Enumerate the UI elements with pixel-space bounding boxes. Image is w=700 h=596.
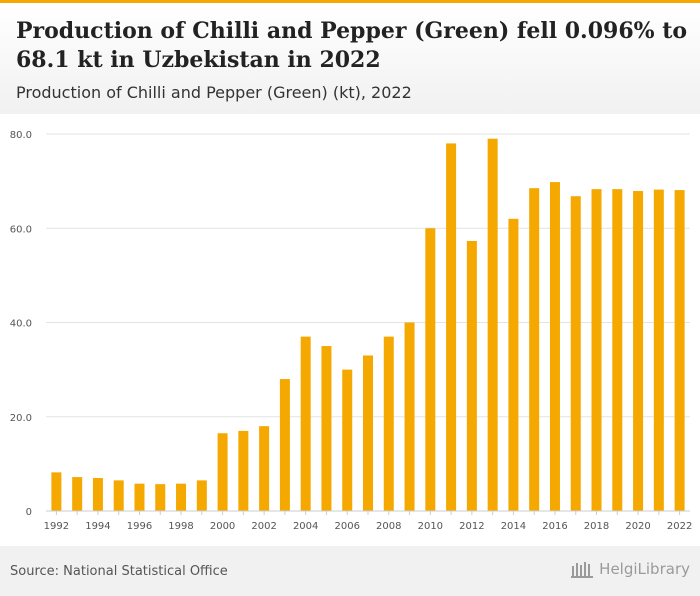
bar: [529, 188, 540, 511]
y-tick-label: 0: [26, 507, 32, 518]
y-tick-label: 80.0: [10, 130, 32, 141]
x-tick-label: 1998: [168, 521, 193, 532]
bar: [51, 472, 62, 511]
source-note: Source: National Statistical Office: [10, 564, 228, 579]
bar: [446, 143, 457, 512]
x-tick-label: 2018: [584, 521, 609, 532]
x-tick-label: 1994: [85, 521, 110, 532]
bar: [134, 483, 145, 511]
bar: [425, 228, 436, 511]
chart-area: 0 20.0 40.0 60.0 80.0 1992 1994 1996 1998 2000 200…: [0, 114, 700, 546]
bar: [653, 189, 664, 512]
bar: [259, 426, 270, 511]
y-tick-label: 20.0: [10, 413, 32, 424]
x-tick-label: 2022: [667, 521, 692, 532]
x-tick-label: 2008: [376, 521, 401, 532]
bar: [342, 369, 353, 511]
x-tick-label: 2004: [293, 521, 318, 532]
bar: [279, 379, 290, 511]
chart-header: Production of Chilli and Pepper (Green) …: [0, 3, 700, 114]
bar: [217, 433, 228, 511]
bar: [72, 477, 83, 511]
bar: [404, 322, 415, 511]
bar: [300, 336, 311, 511]
x-tick-label: 2010: [418, 521, 443, 532]
bar: [549, 182, 560, 511]
bar: [92, 478, 103, 511]
bar: [238, 430, 249, 511]
library-icon: [571, 562, 594, 578]
bar: [570, 196, 581, 511]
bar: [383, 336, 394, 511]
brand-name: HelgiLibrary: [599, 560, 690, 578]
bar-chart: 0 20.0 40.0 60.0 80.0 1992 1994 1996 1998 2000 200…: [10, 130, 693, 532]
x-tick-label: 2016: [542, 521, 567, 532]
x-tick-label: 2012: [459, 521, 484, 532]
y-tick-label: 40.0: [10, 319, 32, 330]
bar: [196, 480, 207, 511]
chart-footer: Source: National Statistical Office Helg…: [0, 546, 700, 596]
bar: [674, 190, 685, 512]
x-tick-label: 2002: [251, 521, 276, 532]
chart-title: Production of Chilli and Pepper (Green) …: [16, 18, 688, 73]
bar: [591, 189, 602, 511]
x-tick-label: 2000: [210, 521, 235, 532]
bar: [612, 189, 623, 511]
y-tick-label: 60.0: [10, 224, 32, 235]
chart-subtitle: Production of Chilli and Pepper (Green) …: [16, 83, 412, 102]
bar: [487, 138, 498, 511]
bar: [155, 484, 166, 511]
bar: [633, 191, 644, 511]
bar: [321, 346, 332, 511]
x-tick-label: 1992: [44, 521, 69, 532]
x-tick-label: 2020: [625, 521, 650, 532]
x-tick-label: 2014: [501, 521, 526, 532]
bar: [176, 483, 187, 511]
x-tick-label: 1996: [127, 521, 152, 532]
bar: [508, 218, 519, 511]
brand-logo[interactable]: HelgiLibrary: [571, 560, 690, 578]
bar: [363, 355, 373, 511]
bar: [113, 480, 124, 511]
top-accent-rule: [0, 0, 700, 3]
bar: [466, 240, 477, 511]
x-tick-label: 2006: [334, 521, 359, 532]
